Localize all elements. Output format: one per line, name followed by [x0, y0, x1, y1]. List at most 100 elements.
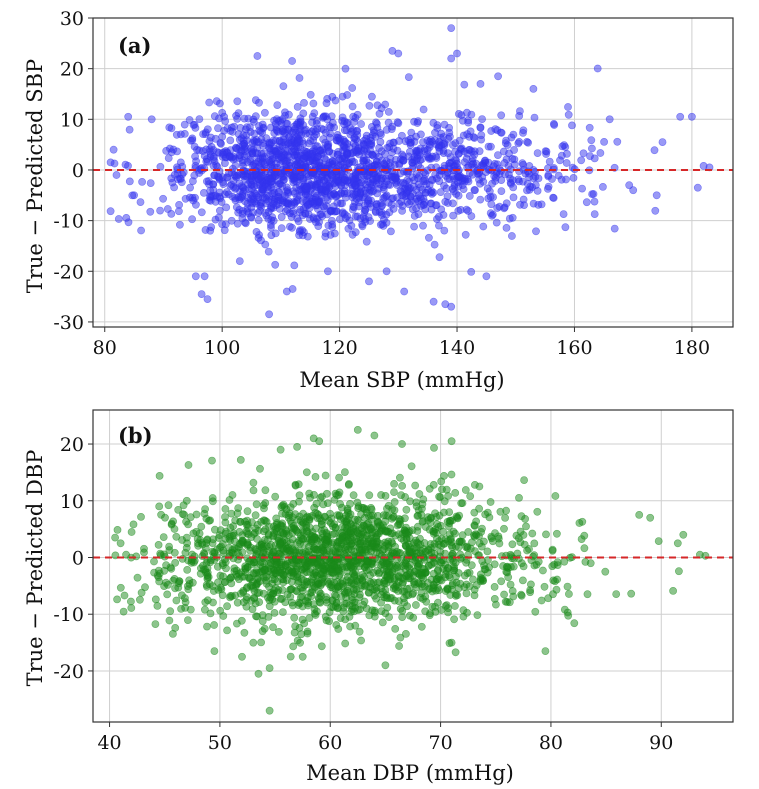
dbp-point	[340, 468, 349, 476]
dbp-y-tick-label: 20	[60, 434, 84, 456]
sbp-point	[524, 138, 532, 147]
dbp-y-tick-label: -20	[53, 661, 84, 683]
sbp-point	[514, 139, 523, 148]
dbp-point	[223, 626, 231, 635]
sbp-point	[518, 177, 527, 186]
sbp-point	[324, 181, 333, 190]
sbp-point	[209, 152, 218, 161]
sbp-point	[658, 138, 667, 146]
dbp-point	[355, 540, 364, 548]
dbp-point	[265, 602, 274, 611]
sbp-point	[499, 147, 508, 156]
sbp-point	[112, 171, 121, 179]
sbp-point	[340, 117, 349, 126]
dbp-point	[522, 522, 530, 531]
dbp-point	[456, 579, 465, 588]
sbp-point	[323, 267, 332, 276]
sbp-point	[440, 226, 449, 235]
dbp-point	[362, 604, 371, 613]
dbp-point	[205, 580, 214, 588]
sbp-point	[199, 188, 208, 197]
dbp-point	[451, 488, 460, 497]
sbp-point	[447, 54, 456, 63]
dbp-point	[497, 552, 506, 561]
dbp-point	[450, 602, 459, 610]
sbp-point	[367, 123, 376, 131]
dbp-point	[433, 598, 442, 607]
sbp-point	[341, 144, 350, 153]
dbp-point	[378, 618, 387, 627]
sbp-point	[266, 221, 275, 229]
sbp-point	[472, 159, 481, 168]
sbp-point	[291, 167, 300, 176]
sbp-point	[341, 64, 350, 73]
dbp-point	[249, 638, 258, 647]
sbp-point	[330, 229, 339, 238]
sbp-point	[109, 145, 118, 154]
dbp-point	[294, 601, 303, 609]
dbp-point	[259, 589, 268, 598]
sbp-point	[337, 181, 346, 190]
dbp-point	[222, 564, 230, 573]
sbp-point	[373, 101, 382, 110]
dbp-point	[329, 538, 337, 547]
sbp-point	[218, 132, 227, 141]
sbp-point	[382, 267, 391, 276]
dbp-point	[348, 565, 357, 573]
dbp-point	[298, 615, 307, 624]
dbp-point	[426, 518, 435, 527]
sbp-point	[211, 215, 220, 224]
dbp-point	[459, 612, 468, 621]
sbp-point	[569, 173, 578, 182]
dbp-point	[360, 597, 369, 606]
dbp-point	[466, 492, 475, 501]
sbp-point	[588, 144, 596, 153]
sbp-point	[290, 145, 299, 153]
dbp-point	[276, 539, 285, 548]
sbp-point	[302, 182, 311, 191]
sbp-point	[470, 186, 479, 194]
sbp-point	[146, 179, 155, 187]
sbp-point	[519, 128, 527, 137]
dbp-point	[373, 530, 382, 539]
sbp-point	[393, 118, 402, 127]
dbp-point	[295, 491, 304, 500]
dbp-point	[330, 561, 339, 569]
sbp-point	[500, 204, 508, 213]
sbp-point	[296, 160, 305, 168]
sbp-point	[463, 130, 472, 139]
dbp-point	[210, 621, 218, 629]
sbp-point	[365, 188, 374, 197]
dbp-point	[150, 557, 158, 566]
sbp-point	[357, 120, 365, 128]
sbp-point	[650, 146, 659, 155]
dbp-point	[390, 479, 398, 488]
dbp-point	[365, 565, 373, 574]
sbp-point	[312, 191, 321, 200]
sbp-point	[519, 160, 528, 169]
dbp-point	[286, 503, 295, 512]
sbp-point	[257, 236, 265, 245]
dbp-point	[497, 577, 506, 586]
dbp-point	[379, 511, 388, 520]
dbp-point	[333, 577, 342, 586]
sbp-point	[290, 176, 299, 185]
sbp-point	[487, 200, 496, 209]
sbp-point	[195, 115, 204, 123]
dbp-point	[528, 529, 537, 538]
dbp-point	[425, 611, 434, 620]
dbp-point	[679, 530, 688, 539]
sbp-point	[336, 134, 344, 143]
dbp-point	[165, 546, 174, 554]
sbp-point	[529, 85, 538, 93]
dbp-point	[483, 508, 492, 517]
sbp-point	[239, 183, 248, 192]
sbp-point	[319, 202, 328, 211]
dbp-point	[317, 545, 326, 554]
dbp-point	[435, 492, 443, 501]
sbp-point	[311, 218, 320, 226]
sbp-point	[218, 220, 226, 229]
dbp-point	[170, 525, 179, 533]
sbp-y-tick-label: -20	[53, 261, 84, 283]
sbp-point	[477, 131, 486, 140]
